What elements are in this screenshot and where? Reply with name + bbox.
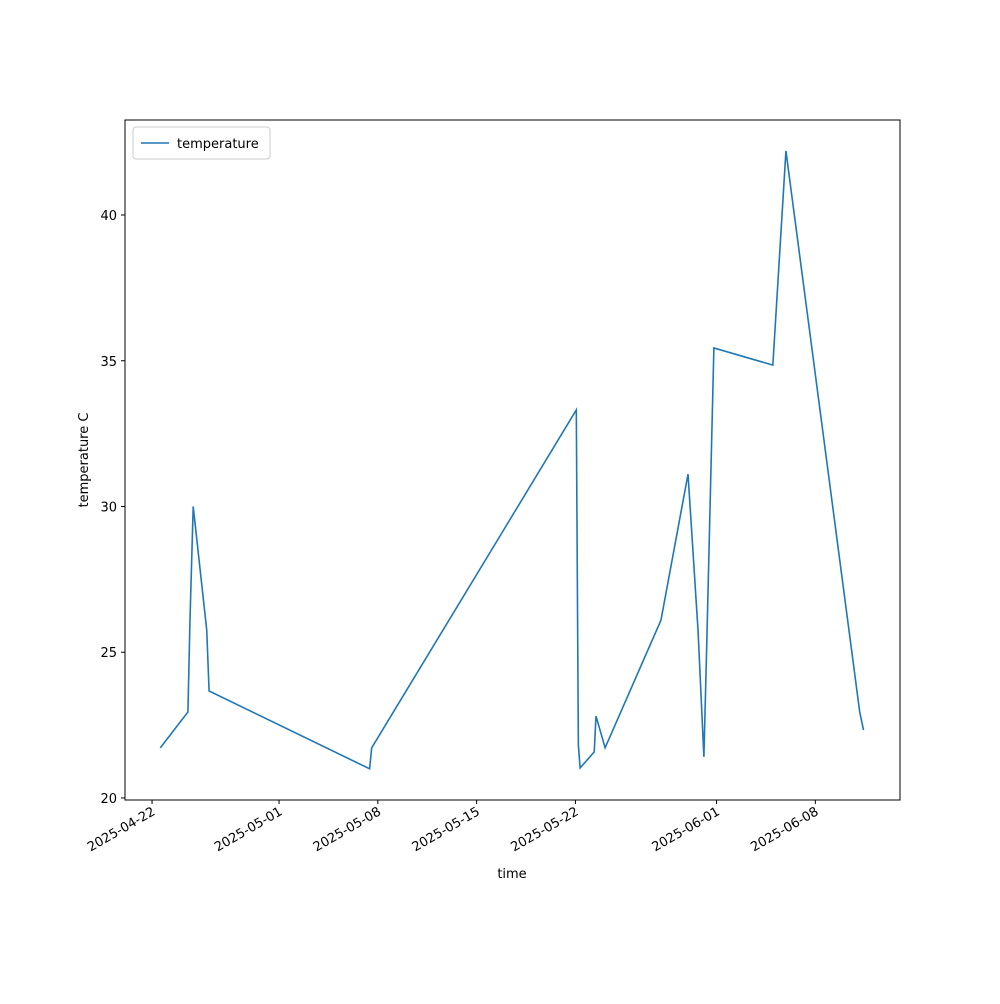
x-tick-label: 2025-05-22 [508,804,581,855]
legend-box [132,126,271,160]
y-tick-label: 35 [100,355,117,370]
x-tick-label: 2025-04-22 [85,804,158,855]
x-axis-label: time [497,867,526,882]
x-tick-label: 2025-05-01 [212,804,285,855]
x-tick-label: 2025-05-15 [410,804,483,855]
x-tick-label: 2025-06-08 [748,804,821,855]
x-tick-label: 2025-06-01 [650,804,723,855]
y-tick-label: 25 [100,646,117,661]
legend-label: temperature [177,137,259,152]
data-line [159,150,865,771]
y-tick-label: 40 [100,209,117,224]
plot-frame [124,119,901,801]
x-tick-label: 2025-05-08 [311,804,384,855]
y-axis-label: temperature C [77,413,92,508]
y-tick-label: 30 [100,500,117,515]
y-tick-label: 20 [100,792,117,807]
